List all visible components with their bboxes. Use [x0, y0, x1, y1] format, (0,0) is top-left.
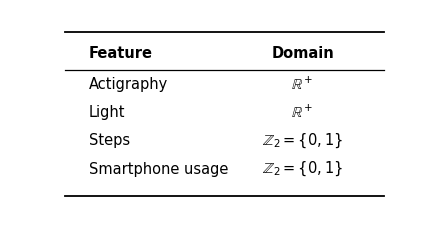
Text: $\mathbb{R}^+$: $\mathbb{R}^+$ [291, 104, 314, 121]
Text: Domain: Domain [271, 46, 334, 60]
Text: Feature: Feature [88, 46, 153, 60]
Text: $\mathbb{Z}_2 = \{0, 1\}$: $\mathbb{Z}_2 = \{0, 1\}$ [262, 131, 343, 150]
Text: Actigraphy: Actigraphy [88, 76, 168, 91]
Text: Light: Light [88, 105, 125, 120]
Text: $\mathbb{Z}_2 = \{0, 1\}$: $\mathbb{Z}_2 = \{0, 1\}$ [262, 159, 343, 178]
Text: Steps: Steps [88, 133, 130, 148]
Text: Smartphone usage: Smartphone usage [88, 161, 228, 176]
Text: $\mathbb{R}^+$: $\mathbb{R}^+$ [291, 75, 314, 93]
